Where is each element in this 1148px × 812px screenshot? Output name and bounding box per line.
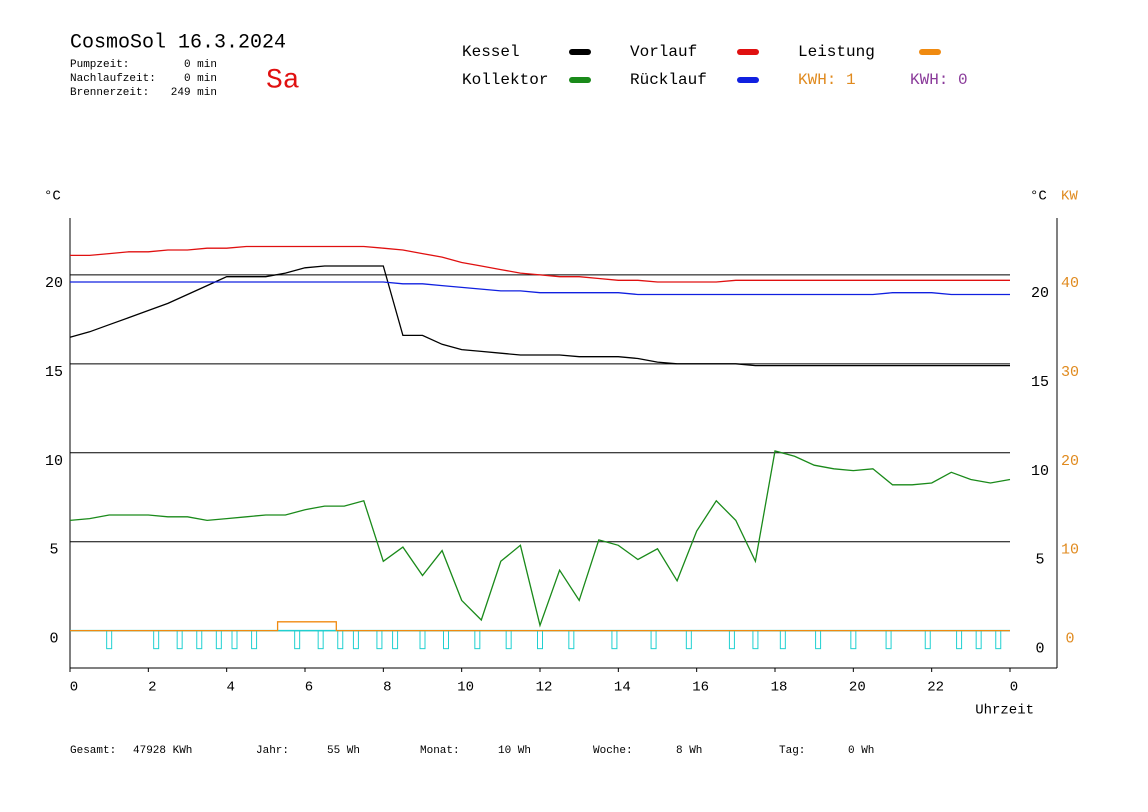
legend-label: Vorlauf: [630, 43, 697, 61]
pulse: [975, 630, 982, 650]
pulse: [231, 630, 238, 650]
y-unit: °C: [44, 189, 61, 205]
pulse: [568, 630, 575, 650]
pulse: [215, 630, 222, 650]
y-tick-label-right: 15: [1031, 374, 1049, 391]
stat-label: Pumpzeit:: [70, 59, 129, 71]
pulse: [956, 630, 963, 650]
title: CosmoSol 16.3.2024: [70, 31, 286, 54]
pulse: [376, 630, 383, 650]
x-tick-label: 0: [70, 680, 78, 696]
footer-value: 8 Wh: [676, 745, 702, 757]
y-tick-label-right: 10: [1031, 463, 1049, 480]
pulse: [650, 630, 657, 650]
x-tick-label: 10: [457, 680, 474, 696]
y2-tick-label: 0: [1065, 631, 1074, 648]
footer-label: Monat:: [420, 745, 460, 757]
y-tick-label-right: 20: [1031, 285, 1049, 302]
pulse: [474, 630, 481, 650]
pulse: [294, 630, 301, 650]
legend-label: Kessel: [462, 43, 520, 61]
y2-tick-label: 20: [1061, 453, 1079, 470]
pulse: [995, 630, 1002, 650]
pulse: [815, 630, 822, 650]
stat-value: 0 min: [184, 59, 217, 71]
x-tick-label: 2: [148, 680, 156, 696]
pulse: [352, 630, 359, 650]
legend-label: Kollektor: [462, 71, 548, 89]
stat-value: 0 min: [184, 73, 217, 85]
x-tick-label: 16: [692, 680, 709, 696]
footer-label: Woche:: [593, 745, 633, 757]
pulse: [685, 630, 692, 650]
footer-label: Gesamt:: [70, 745, 116, 757]
y-tick-label: 15: [45, 364, 63, 381]
x-tick-label: 22: [927, 680, 944, 696]
y-tick-label: 5: [49, 542, 58, 559]
y2-tick-label: 10: [1061, 542, 1079, 559]
y2-unit: KW: [1061, 189, 1078, 205]
y-tick-label: 0: [49, 631, 58, 648]
footer-label: Jahr:: [256, 745, 289, 757]
x-tick-label: 12: [536, 680, 553, 696]
y2-tick-label: 40: [1061, 275, 1079, 292]
pulse: [728, 630, 735, 650]
series-line: [69, 265, 1010, 367]
footer-value: 10 Wh: [498, 745, 531, 757]
y-tick-label: 10: [45, 453, 63, 470]
kwh: KWH: 0: [910, 71, 968, 89]
x-tick-label: 18: [771, 680, 788, 696]
footer-value: 55 Wh: [327, 745, 360, 757]
series-line: [70, 281, 1010, 296]
series-line: [69, 450, 1011, 628]
footer-value: 47928 KWh: [133, 745, 192, 757]
pulse: [779, 630, 786, 650]
footer-value: 0 Wh: [848, 745, 874, 757]
pulse: [419, 630, 426, 650]
y-tick-label-right: 0: [1035, 641, 1044, 658]
y-tick-label: 20: [45, 275, 63, 292]
pulse: [752, 630, 759, 650]
legend-label: Rücklauf: [630, 71, 707, 89]
stat-label: Nachlaufzeit:: [70, 73, 156, 85]
pulse: [106, 630, 113, 650]
x-tick-label: 4: [226, 680, 234, 696]
pulse: [443, 630, 449, 650]
legend-label: Leistung: [798, 43, 875, 61]
x-label: Uhrzeit: [975, 703, 1034, 719]
y-unit-right: °C: [1030, 189, 1047, 205]
y2-tick-label: 30: [1061, 364, 1079, 381]
footer-label: Tag:: [779, 745, 805, 757]
pulse: [611, 630, 618, 650]
x-tick-label: 20: [849, 680, 866, 696]
pulse: [924, 630, 931, 650]
kwh: KWH: 1: [798, 71, 856, 89]
x-tick-label: 14: [614, 680, 631, 696]
series-line: [70, 621, 1010, 632]
x-tick-label: 8: [383, 680, 391, 696]
pulse: [251, 630, 258, 650]
pulse: [850, 630, 857, 650]
pulse: [176, 630, 183, 650]
pulse: [885, 630, 892, 650]
x-tick-label: 0: [1010, 680, 1018, 696]
pulse: [337, 630, 344, 650]
series-line: [70, 245, 1010, 283]
pulse: [196, 630, 203, 650]
pulse: [505, 630, 512, 650]
pulse: [317, 630, 324, 650]
y-tick-label-right: 5: [1035, 552, 1044, 569]
stat-label: Brennerzeit:: [70, 87, 149, 99]
pulse: [537, 630, 543, 650]
pulse: [153, 630, 160, 650]
x-tick-label: 6: [305, 680, 313, 696]
day: Sa: [266, 65, 300, 96]
stat-value: 249 min: [171, 87, 217, 99]
pulse: [392, 630, 399, 650]
